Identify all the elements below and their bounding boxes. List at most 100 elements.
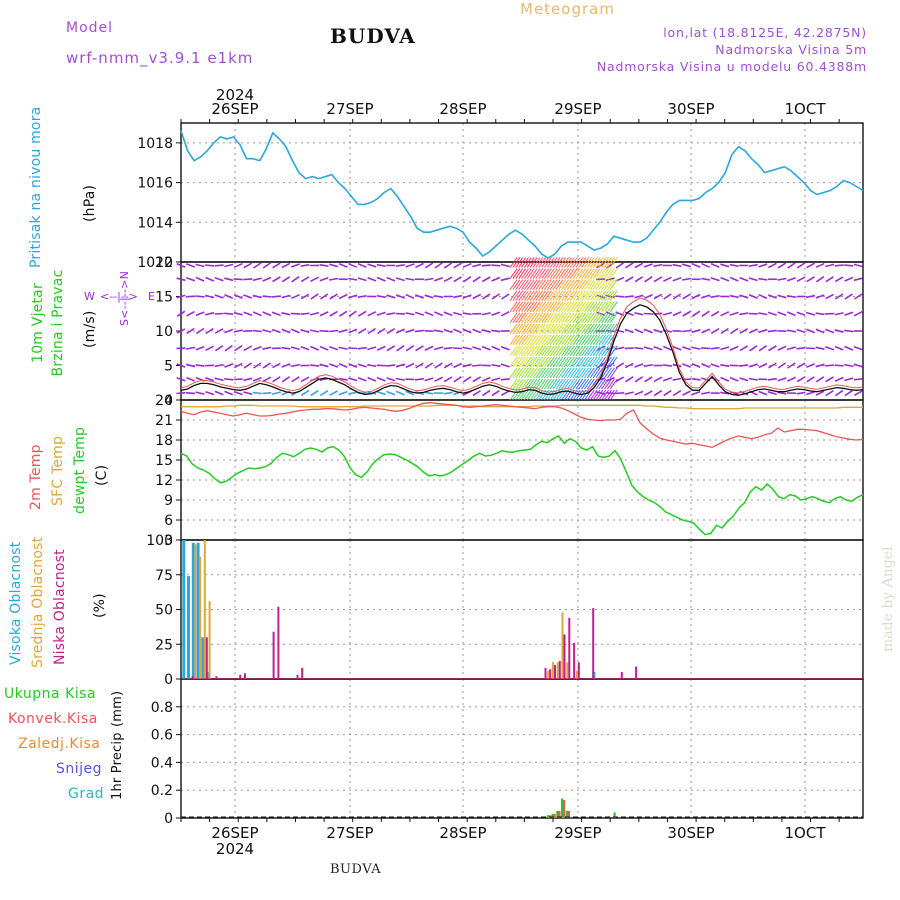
wind-gust-streak [575,268,584,279]
wind-gust-streak [543,345,552,357]
conv-precip-bar [553,813,556,818]
wind-arrow [625,376,634,383]
wind-gust-streak [589,323,598,335]
wind-gust-streak [518,279,527,290]
wind-gust-streak [586,290,595,301]
wind-arrow [319,390,329,397]
model-version: wrf-nmm_v3.9.1 e1km [66,49,254,67]
wind-arrow [691,263,701,268]
wind-arrow [805,347,816,350]
wind-gust-streak [569,257,578,268]
wind-arrow [462,346,472,350]
wind-arrow [205,327,214,335]
wind-gust-streak [595,345,604,357]
wind-arrow [234,345,243,352]
wind-arrow [730,327,739,335]
wind-arrow [414,311,425,316]
wind-arrow [243,311,253,317]
wind-arrow [233,362,243,369]
mid-cloud-bar [208,601,211,679]
wind-arrow [634,328,644,334]
wind-arrow [853,263,863,268]
precip-legend-total: Ukupna Kisa [4,686,97,702]
wind-gust-streak [563,257,572,268]
wind-gust-streak [572,334,581,346]
wind-gust-streak [523,367,532,379]
xtick-label-top: 26SEP [211,100,258,118]
wind-arrow [472,328,482,334]
wind-arrow [319,277,329,282]
wind-arrow [310,389,319,397]
wind-gust-streak [566,257,575,268]
wind-gust-streak [569,389,578,401]
wind-gust-streak [509,279,518,290]
wind-arrow [176,310,186,317]
wind-gust-streak [552,290,561,301]
wind-arrow [624,295,634,298]
wind-gust-streak [569,345,578,357]
wind-arrow [262,311,272,317]
wind-arrow [815,363,825,368]
wind-arrow [615,329,625,333]
xtick-label-top: 27SEP [326,100,373,118]
wind-gust-streak [521,334,529,346]
wind-gust-streak [555,268,564,279]
wind-arrow [224,345,233,352]
wind-arrow [634,390,644,396]
wind-arrow [252,376,262,382]
wind-gust-streak [509,345,518,357]
wind-gust-streak [569,301,578,312]
wind-arrow [310,293,319,300]
wind-arrow [663,276,672,282]
low-cloud-bar [244,673,246,679]
wind-gust-streak [604,290,612,301]
wind-arrow [376,263,386,267]
wind-gust-streak [563,345,572,357]
wind-gust-streak [598,345,607,357]
wind-gust-streak [586,257,595,268]
wind-arrow [329,310,338,317]
wind-arrow [290,328,300,334]
wind-arrow [262,329,272,333]
wind-arrow [729,294,739,299]
wind-gust-streak [515,279,524,290]
wind-arrow [262,262,272,269]
mid-cloud-bar [547,670,550,679]
wind-arrow [443,391,453,395]
wind-gust-streak [529,367,538,379]
wind-gust-streak [598,356,607,368]
wind-arrow [720,376,730,382]
wind-arrow [691,390,701,396]
wind-arrow [634,294,644,299]
low-cloud-bar [568,617,571,679]
wind-gust-streak [598,389,607,401]
wind-gust-streak [532,345,541,357]
wind-gust-streak [546,290,555,301]
wind-legend-e: E [148,290,155,303]
wind-gust-streak [518,257,527,268]
wind-arrow [796,376,806,383]
wind-arrow [214,390,224,396]
wind-gust-streak [521,345,529,357]
mid-cloud-bar [575,670,578,679]
wind-gust-streak [521,323,529,335]
wind-gust-streak [601,345,610,357]
wind-gust-streak [535,345,544,357]
wind-gust-streak [563,323,572,335]
wind-arrow [796,328,806,334]
wind-arrow [615,346,625,350]
wind-gust-streak [546,367,555,379]
wind-gust-streak [609,257,618,268]
wind-arrow [806,328,816,334]
wind-arrow [796,262,806,269]
wind-arrow [433,329,444,333]
wind-gust-streak [584,301,592,312]
wind-arrow [834,264,844,267]
wind-arrow [290,312,301,315]
wind-gust-streak [572,290,581,301]
wind-gust-streak [521,389,529,401]
wind-gust-streak [549,279,558,290]
wind-arrow [195,345,205,351]
wind-gust-streak [535,312,544,323]
wind-gust-streak [569,378,578,390]
